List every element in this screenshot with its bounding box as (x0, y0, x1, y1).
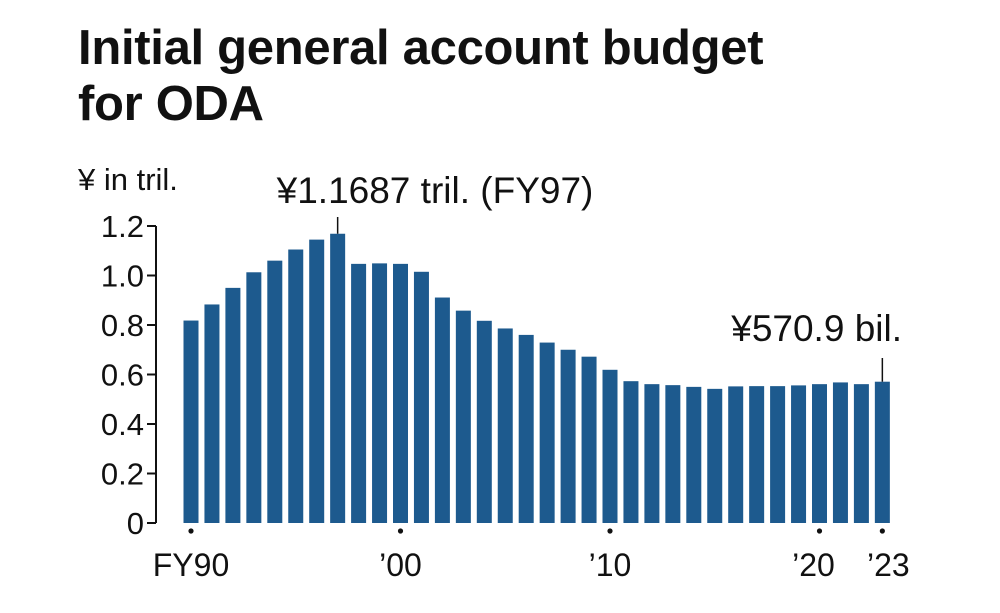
x-tick-label: ’23 (867, 547, 910, 583)
bar-fy06 (518, 334, 534, 523)
bar-fy15 (707, 388, 723, 523)
bar-fy23 (874, 381, 890, 523)
bar-fy93 (246, 272, 262, 523)
bar-fy10 (602, 369, 618, 523)
bar-fy94 (267, 260, 283, 523)
bar-fy05 (497, 328, 513, 523)
x-tick-dot (816, 528, 823, 534)
chart-title-line-1: Initial general account budget (78, 21, 764, 75)
bar-fy99 (372, 263, 388, 523)
bar-fy03 (455, 310, 471, 523)
bar-fy95 (288, 249, 304, 523)
bars (183, 233, 890, 524)
x-axis-ticks: FY90 ’00 ’10 ’20 ’23 (153, 528, 910, 583)
y-tick-label: 0.4 (101, 407, 144, 442)
x-tick-dot (879, 528, 885, 534)
bar-fy96 (309, 239, 325, 524)
bar-fy12 (644, 384, 660, 523)
bar-fy14 (686, 386, 702, 523)
bar-fy01 (413, 271, 429, 523)
annotation-label: ¥570.9 bil. (730, 308, 902, 349)
bar-fy92 (225, 287, 241, 523)
bar-fy11 (623, 381, 639, 523)
x-tick-dot (607, 528, 613, 534)
x-tick-dot (188, 528, 194, 534)
bar-fy20 (812, 384, 827, 523)
bar-fy13 (665, 385, 681, 523)
chart-title: Initial general account budget for ODA (78, 20, 764, 132)
bar-fy02 (434, 297, 450, 523)
x-tick-label: ’10 (589, 547, 632, 583)
chart-title-line-2: for ODA (78, 77, 264, 131)
x-tick-label: ’00 (379, 547, 422, 583)
y-tick-label: 0 (127, 506, 144, 541)
y-tick-label: 0.6 (101, 358, 144, 393)
y-tick-label: 0.2 (101, 457, 144, 492)
bar-fy22 (853, 384, 869, 523)
y-tick-label: 1.0 (101, 259, 144, 294)
x-tick-label: ’20 (792, 547, 835, 583)
annotations: ¥1.1687 tril. (FY97) ¥570.9 bil. (276, 170, 902, 382)
bar-fy98 (351, 263, 367, 523)
bar-fy04 (476, 320, 492, 523)
bar-fy90 (183, 320, 199, 523)
bar-fy07 (539, 342, 555, 523)
x-tick-label: FY90 (153, 547, 229, 583)
bar-fy09 (581, 356, 597, 523)
y-tick-label: 0.8 (101, 308, 144, 343)
bar-fy97 (330, 233, 346, 523)
bar-fy00 (393, 263, 408, 523)
bar-fy91 (204, 304, 220, 523)
bar-fy16 (728, 386, 744, 523)
x-tick-dot (397, 528, 404, 534)
y-axis-ticks: 0 0.2 0.4 0.6 0.8 1.0 1.2 (101, 209, 156, 541)
bar-fy08 (560, 349, 576, 523)
bar-fy18 (770, 386, 786, 523)
y-axis-label: ¥ in tril. (77, 162, 178, 197)
y-tick-label: 1.2 (101, 209, 144, 244)
bar-fy17 (749, 386, 765, 523)
bar-fy19 (791, 385, 807, 523)
annotation-label: ¥1.1687 tril. (FY97) (276, 170, 594, 211)
bar-fy21 (832, 382, 848, 523)
